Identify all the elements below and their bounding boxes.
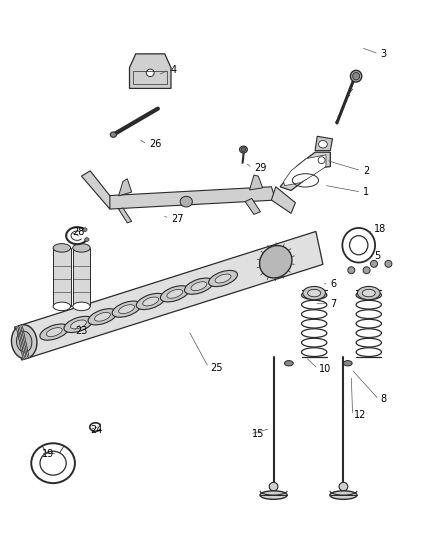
- Ellipse shape: [73, 244, 90, 252]
- Text: 4: 4: [171, 65, 177, 75]
- Ellipse shape: [339, 482, 348, 491]
- Ellipse shape: [167, 289, 183, 298]
- Ellipse shape: [318, 157, 325, 164]
- Ellipse shape: [40, 451, 66, 475]
- Ellipse shape: [260, 491, 287, 499]
- Polygon shape: [284, 155, 326, 185]
- Text: 12: 12: [354, 410, 367, 421]
- Ellipse shape: [269, 482, 278, 491]
- Ellipse shape: [330, 491, 357, 499]
- Polygon shape: [245, 198, 261, 214]
- Ellipse shape: [240, 146, 247, 153]
- Polygon shape: [119, 208, 132, 223]
- Ellipse shape: [95, 312, 110, 321]
- Ellipse shape: [215, 274, 231, 283]
- Text: 25: 25: [210, 362, 223, 373]
- Polygon shape: [81, 171, 110, 209]
- Text: 2: 2: [363, 166, 369, 176]
- Ellipse shape: [348, 266, 355, 273]
- Polygon shape: [272, 187, 295, 213]
- Ellipse shape: [208, 270, 237, 287]
- Ellipse shape: [17, 331, 32, 352]
- Ellipse shape: [112, 301, 141, 317]
- Ellipse shape: [110, 132, 117, 138]
- Ellipse shape: [285, 361, 293, 366]
- Ellipse shape: [73, 302, 90, 311]
- Text: 24: 24: [90, 425, 102, 435]
- Text: 8: 8: [381, 394, 387, 405]
- Text: 26: 26: [149, 139, 162, 149]
- Ellipse shape: [53, 244, 71, 252]
- Polygon shape: [250, 175, 263, 190]
- Text: 15: 15: [252, 429, 264, 439]
- Text: 23: 23: [75, 326, 87, 336]
- Text: 3: 3: [381, 49, 387, 59]
- Polygon shape: [53, 248, 71, 306]
- Text: 27: 27: [171, 214, 184, 224]
- Ellipse shape: [71, 320, 86, 329]
- Ellipse shape: [184, 278, 213, 294]
- Ellipse shape: [371, 261, 378, 267]
- Polygon shape: [106, 187, 276, 209]
- Text: 19: 19: [42, 449, 54, 458]
- Ellipse shape: [362, 289, 375, 297]
- Text: 6: 6: [330, 279, 336, 288]
- Ellipse shape: [83, 228, 87, 231]
- Ellipse shape: [343, 228, 375, 263]
- Ellipse shape: [40, 324, 69, 340]
- Ellipse shape: [353, 72, 360, 80]
- Ellipse shape: [303, 286, 325, 300]
- Text: 18: 18: [374, 224, 386, 235]
- Ellipse shape: [31, 443, 75, 483]
- Ellipse shape: [385, 261, 392, 267]
- Ellipse shape: [160, 286, 189, 302]
- Ellipse shape: [64, 317, 93, 333]
- Ellipse shape: [357, 286, 380, 300]
- Ellipse shape: [46, 328, 62, 336]
- Ellipse shape: [241, 148, 246, 152]
- Ellipse shape: [136, 293, 165, 310]
- Ellipse shape: [85, 238, 89, 241]
- Ellipse shape: [143, 297, 159, 306]
- Ellipse shape: [260, 246, 292, 278]
- Text: 1: 1: [363, 187, 369, 197]
- Text: 7: 7: [330, 298, 336, 309]
- Ellipse shape: [363, 266, 370, 273]
- Ellipse shape: [88, 309, 117, 325]
- Text: 10: 10: [319, 364, 332, 374]
- Text: 29: 29: [254, 163, 266, 173]
- Ellipse shape: [318, 141, 327, 148]
- Ellipse shape: [307, 289, 321, 297]
- Polygon shape: [280, 152, 330, 190]
- Ellipse shape: [119, 305, 134, 313]
- Text: 28: 28: [72, 227, 84, 237]
- Ellipse shape: [53, 302, 71, 311]
- Polygon shape: [130, 54, 171, 88]
- Polygon shape: [119, 179, 132, 196]
- Ellipse shape: [146, 69, 154, 77]
- Ellipse shape: [350, 70, 362, 82]
- Ellipse shape: [11, 325, 37, 359]
- Polygon shape: [315, 136, 332, 151]
- Ellipse shape: [343, 361, 352, 366]
- Ellipse shape: [180, 196, 192, 207]
- Text: 5: 5: [374, 251, 380, 261]
- Polygon shape: [73, 248, 90, 306]
- Polygon shape: [14, 231, 323, 360]
- Ellipse shape: [191, 282, 207, 290]
- Ellipse shape: [350, 236, 368, 255]
